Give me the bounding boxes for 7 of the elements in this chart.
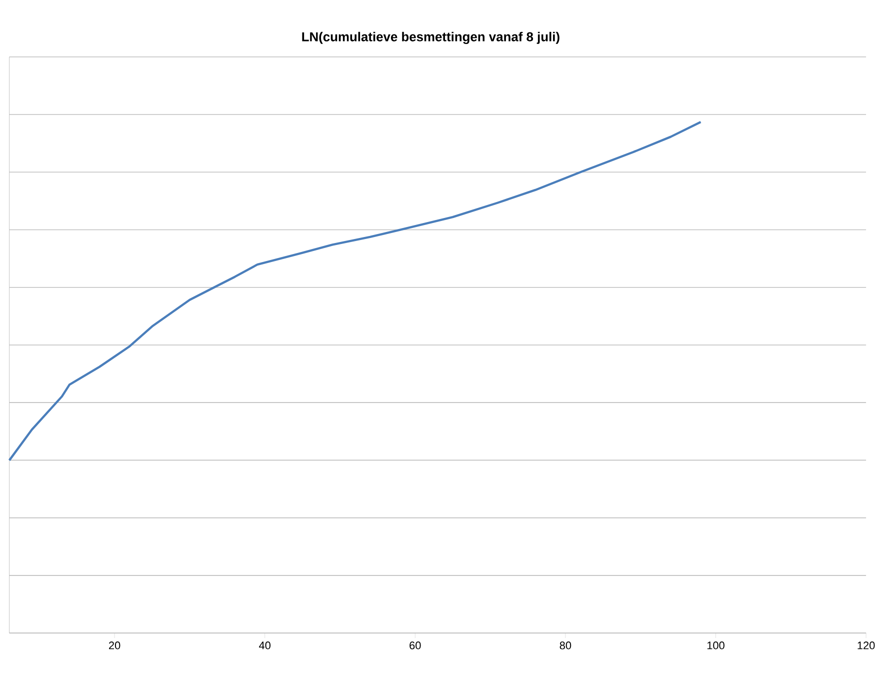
x-tick-label: 60 xyxy=(410,642,421,650)
chart-title: LN(cumulatieve besmettingen vanaf 8 juli) xyxy=(302,32,560,44)
x-tick-label: 100 xyxy=(707,642,724,650)
x-tick-label: 20 xyxy=(109,642,120,650)
x-tick-label: 80 xyxy=(560,642,572,650)
x-tick-label: 120 xyxy=(858,642,875,650)
x-tick-label: 40 xyxy=(259,642,270,650)
